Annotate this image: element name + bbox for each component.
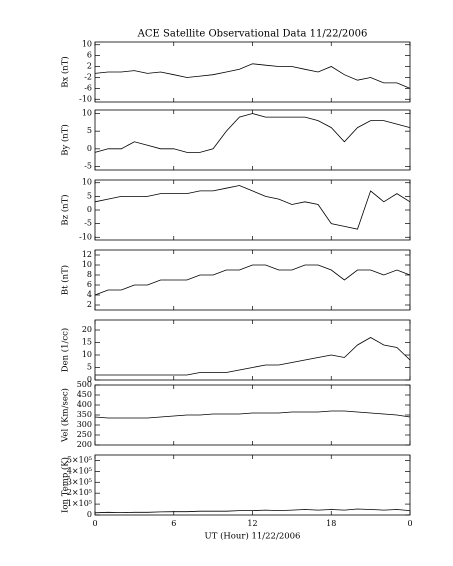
y-tick-label: -10 xyxy=(79,232,92,241)
y-tick-label: 20 xyxy=(82,325,92,334)
y-tick-label: 5 xyxy=(87,363,92,372)
x-tick-label: 12 xyxy=(247,519,257,528)
y-axis-label: Bt (nT) xyxy=(60,265,71,295)
data-line xyxy=(95,337,411,376)
y-tick-label: 2×10⁵ xyxy=(67,488,92,497)
y-axis-label: Den (1/cc) xyxy=(60,328,71,372)
y-axis-label: Bz (nT) xyxy=(60,194,71,225)
y-tick-label: 450 xyxy=(77,390,92,399)
y-tick-label: 4 xyxy=(87,290,92,299)
data-line xyxy=(94,63,411,89)
y-tick-label: 10 xyxy=(82,350,92,359)
y-tick-label: 250 xyxy=(77,430,92,439)
y-tick-label: 8 xyxy=(87,270,92,279)
data-line xyxy=(94,508,411,514)
x-tick-label: 6 xyxy=(171,519,176,528)
y-axis-label: Bx (nT) xyxy=(60,56,71,88)
y-tick-label: 6 xyxy=(87,51,92,60)
panel-frame xyxy=(94,249,411,311)
y-tick-label: 5 xyxy=(87,126,92,135)
x-tick-label: 0 xyxy=(92,519,97,528)
y-tick-label: 10 xyxy=(82,260,92,269)
y-tick-label: 0 xyxy=(87,205,92,214)
y-tick-label: 10 xyxy=(82,178,92,187)
y-tick-label: 400 xyxy=(77,400,92,409)
data-line xyxy=(94,264,411,296)
y-tick-label: 300 xyxy=(77,420,92,429)
y-tick-label: 6 xyxy=(87,280,92,289)
y-tick-label: 500 xyxy=(77,380,92,389)
y-tick-label: 10 xyxy=(82,109,92,118)
y-tick-label: 3×10⁵ xyxy=(67,477,92,486)
y-tick-label: 2 xyxy=(87,62,92,71)
y-axis-label: Ion Temp (K) xyxy=(60,457,71,513)
y-tick-label: 0 xyxy=(87,375,92,384)
y-tick-label: 4×10⁵ xyxy=(67,466,92,475)
y-tick-label: 0 xyxy=(87,510,92,519)
y-axis-label: Vel (Km/sec) xyxy=(60,388,71,443)
y-tick-label: -5 xyxy=(84,161,92,170)
panel-frame xyxy=(94,179,411,241)
y-tick-label: -6 xyxy=(84,83,92,92)
y-tick-label: 200 xyxy=(77,440,92,449)
y-tick-label: 1×10⁵ xyxy=(67,499,92,508)
y-tick-label: -10 xyxy=(79,94,92,103)
data-line xyxy=(94,410,411,419)
x-tick-label: 0 xyxy=(407,519,412,528)
y-tick-label: 5 xyxy=(87,191,92,200)
y-tick-label: 2 xyxy=(87,300,92,309)
y-tick-label: 10 xyxy=(82,40,92,49)
y-tick-label: 12 xyxy=(82,250,92,259)
y-axis-label: By (nT) xyxy=(60,124,71,156)
y-tick-label: -2 xyxy=(84,72,92,81)
panel-frame xyxy=(94,454,411,516)
x-tick-label: 18 xyxy=(326,519,336,528)
chart-title: ACE Satellite Observational Data 11/22/2… xyxy=(137,29,368,40)
panel-frame xyxy=(94,384,411,446)
y-tick-label: -5 xyxy=(84,219,92,228)
y-tick-label: 5×10⁵ xyxy=(67,455,92,464)
data-line xyxy=(94,113,411,153)
y-tick-label: 350 xyxy=(77,410,92,419)
y-tick-label: 0 xyxy=(87,144,92,153)
x-axis-label: UT (Hour) 11/22/2006 xyxy=(205,531,301,542)
y-tick-label: 15 xyxy=(82,338,92,347)
data-line xyxy=(94,185,411,230)
panel-frame xyxy=(94,109,411,171)
panel-frame xyxy=(94,319,411,381)
